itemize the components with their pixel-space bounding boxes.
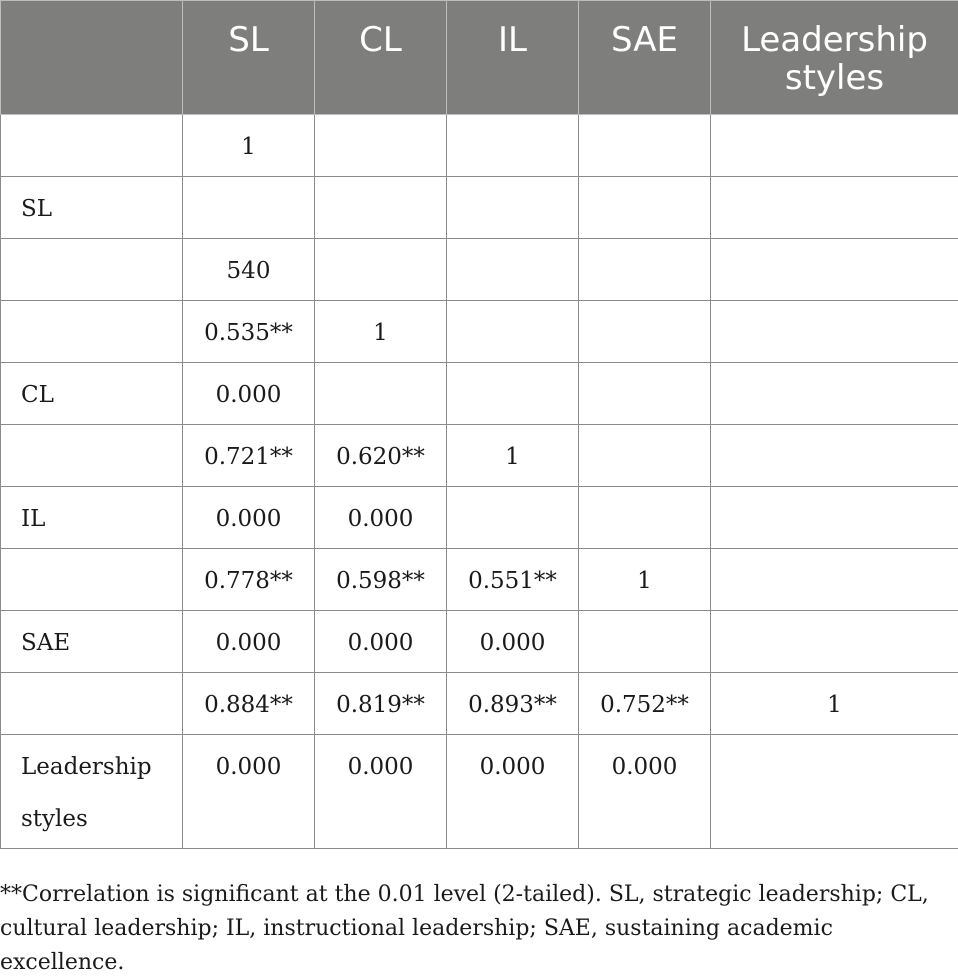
table-cell: [447, 363, 579, 425]
table-cell: [711, 301, 958, 363]
table-cell: [711, 611, 958, 673]
table-cell: 0.000: [447, 611, 579, 673]
table-cell: [447, 239, 579, 301]
table-cell: [579, 425, 711, 487]
table-cell: [711, 239, 958, 301]
table-cell: [315, 363, 447, 425]
table-cell: [447, 487, 579, 549]
header-cell-cl: CL: [315, 1, 447, 115]
row-label: [1, 425, 183, 487]
table-cell: [579, 239, 711, 301]
table-cell: 0.819**: [315, 673, 447, 735]
table-cell: 0.000: [579, 735, 711, 849]
table-row: 0.884** 0.819** 0.893** 0.752** 1: [1, 673, 958, 735]
table-cell: 0.893**: [447, 673, 579, 735]
row-label: [1, 115, 183, 177]
table-cell: [579, 177, 711, 239]
table-cell: [711, 363, 958, 425]
table-cell: 0.000: [315, 735, 447, 849]
table-cell: 0.721**: [183, 425, 315, 487]
row-label: [1, 301, 183, 363]
table-cell: 0.000: [183, 363, 315, 425]
header-cell-sae: SAE: [579, 1, 711, 115]
table-cell: 1: [579, 549, 711, 611]
table-cell: [711, 115, 958, 177]
table-cell: [183, 177, 315, 239]
row-label: SL: [1, 177, 183, 239]
table-cell: [447, 115, 579, 177]
table-cell: 0.000: [183, 487, 315, 549]
table-row: 0.721** 0.620** 1: [1, 425, 958, 487]
header-cell-il: IL: [447, 1, 579, 115]
header-cell-corner: [1, 1, 183, 115]
table-cell: 0.000: [183, 611, 315, 673]
table-cell: [315, 239, 447, 301]
row-label: CL: [1, 363, 183, 425]
row-label: Leadership styles: [1, 735, 183, 849]
table-cell: 0.535**: [183, 301, 315, 363]
correlation-table: SL CL IL SAE Leadership styles 1 SL 540: [0, 0, 958, 849]
table-cell: 0.884**: [183, 673, 315, 735]
table-cell: [711, 177, 958, 239]
table-cell: 1: [315, 301, 447, 363]
row-label: [1, 673, 183, 735]
header-row: SL CL IL SAE Leadership styles: [1, 1, 958, 115]
row-label: [1, 239, 183, 301]
table-cell: 0.551**: [447, 549, 579, 611]
row-label: [1, 549, 183, 611]
row-label: SAE: [1, 611, 183, 673]
table-cell: 540: [183, 239, 315, 301]
table-cell: [579, 487, 711, 549]
table-cell: 0.000: [183, 735, 315, 849]
table-cell: 1: [711, 673, 958, 735]
table-cell: 0.752**: [579, 673, 711, 735]
table-cell: [711, 735, 958, 849]
table-cell: 0.778**: [183, 549, 315, 611]
table-cell: [447, 301, 579, 363]
table-row: 1: [1, 115, 958, 177]
table-cell: [447, 177, 579, 239]
table-cell: 1: [183, 115, 315, 177]
table-cell: 0.000: [315, 611, 447, 673]
table-row: Leadership styles 0.000 0.000 0.000 0.00…: [1, 735, 958, 849]
table-cell: [711, 487, 958, 549]
table-cell: [315, 177, 447, 239]
table-cell: 0.620**: [315, 425, 447, 487]
table-row: SAE 0.000 0.000 0.000: [1, 611, 958, 673]
table-cell: 1: [447, 425, 579, 487]
table-cell: [579, 363, 711, 425]
table-cell: 0.000: [315, 487, 447, 549]
table-row: 540: [1, 239, 958, 301]
table-cell: [579, 301, 711, 363]
table-cell: [711, 425, 958, 487]
table-cell: [579, 115, 711, 177]
table-cell: [315, 115, 447, 177]
table-cell: [711, 549, 958, 611]
table-row: IL 0.000 0.000: [1, 487, 958, 549]
table-row: SL: [1, 177, 958, 239]
row-label: IL: [1, 487, 183, 549]
table-row: 0.535** 1: [1, 301, 958, 363]
table-cell: [579, 611, 711, 673]
table-row: 0.778** 0.598** 0.551** 1: [1, 549, 958, 611]
table-cell: 0.598**: [315, 549, 447, 611]
header-cell-leadership-styles: Leadership styles: [711, 1, 958, 115]
table-cell: 0.000: [447, 735, 579, 849]
header-cell-sl: SL: [183, 1, 315, 115]
table-footnote: **Correlation is significant at the 0.01…: [0, 878, 940, 980]
table-row: CL 0.000: [1, 363, 958, 425]
